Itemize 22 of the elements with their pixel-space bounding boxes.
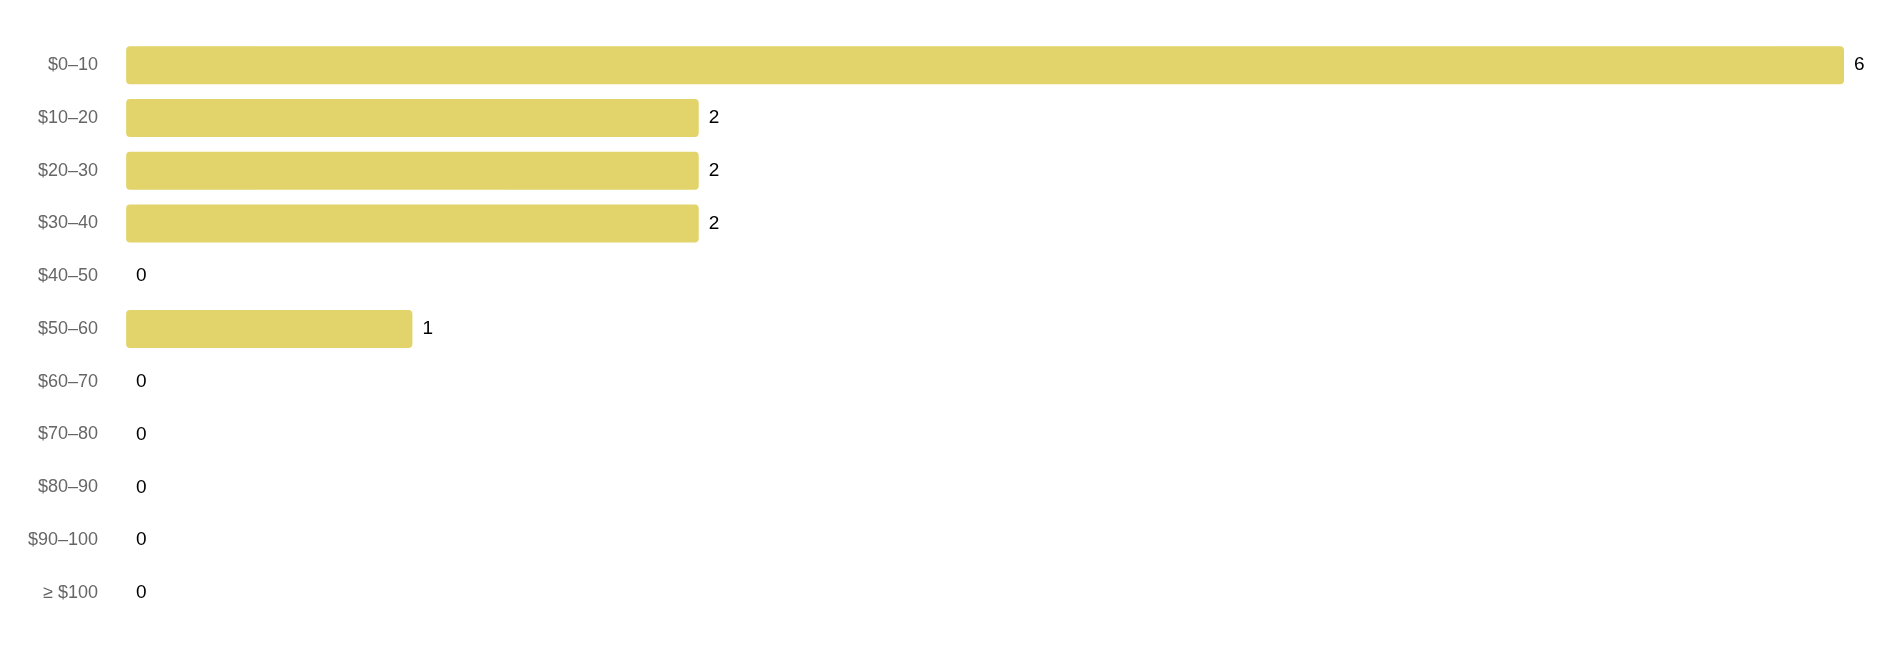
data-label: 0 [136, 528, 147, 550]
y-tick-label: $30–40 [38, 212, 99, 233]
y-tick-label: $40–50 [38, 265, 99, 286]
data-label: 0 [136, 422, 147, 444]
data-label: 2 [708, 211, 720, 233]
y-tick-label: $10–20 [38, 106, 99, 127]
y-tick-label: $50–60 [38, 317, 99, 338]
data-label: 1 [422, 317, 433, 339]
y-tick-label: ≥ $100 [43, 581, 99, 602]
y-tick-label: $70–80 [38, 423, 99, 444]
data-label: 0 [136, 264, 147, 286]
data-label: 0 [136, 581, 147, 603]
y-tick-label: $20–30 [38, 159, 99, 180]
data-label: 0 [136, 475, 147, 497]
data-label: 6 [1854, 53, 1865, 75]
data-label: 2 [708, 158, 720, 180]
data-label: 2 [708, 106, 720, 128]
data-label: 0 [136, 370, 147, 391]
y-tick-label: $80–90 [38, 476, 99, 497]
y-tick-label: $60–70 [38, 370, 99, 391]
y-tick-label: $0–10 [48, 54, 99, 75]
y-tick-label: $90–100 [28, 529, 99, 550]
